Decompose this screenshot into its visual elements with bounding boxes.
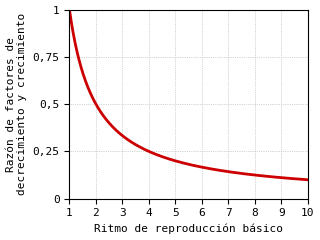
Y-axis label: Razón de factores de
decrecimiento y crecimiento: Razón de factores de decrecimiento y cre… <box>5 13 27 195</box>
X-axis label: Ritmo de reproducción básico: Ritmo de reproducción básico <box>94 224 283 234</box>
